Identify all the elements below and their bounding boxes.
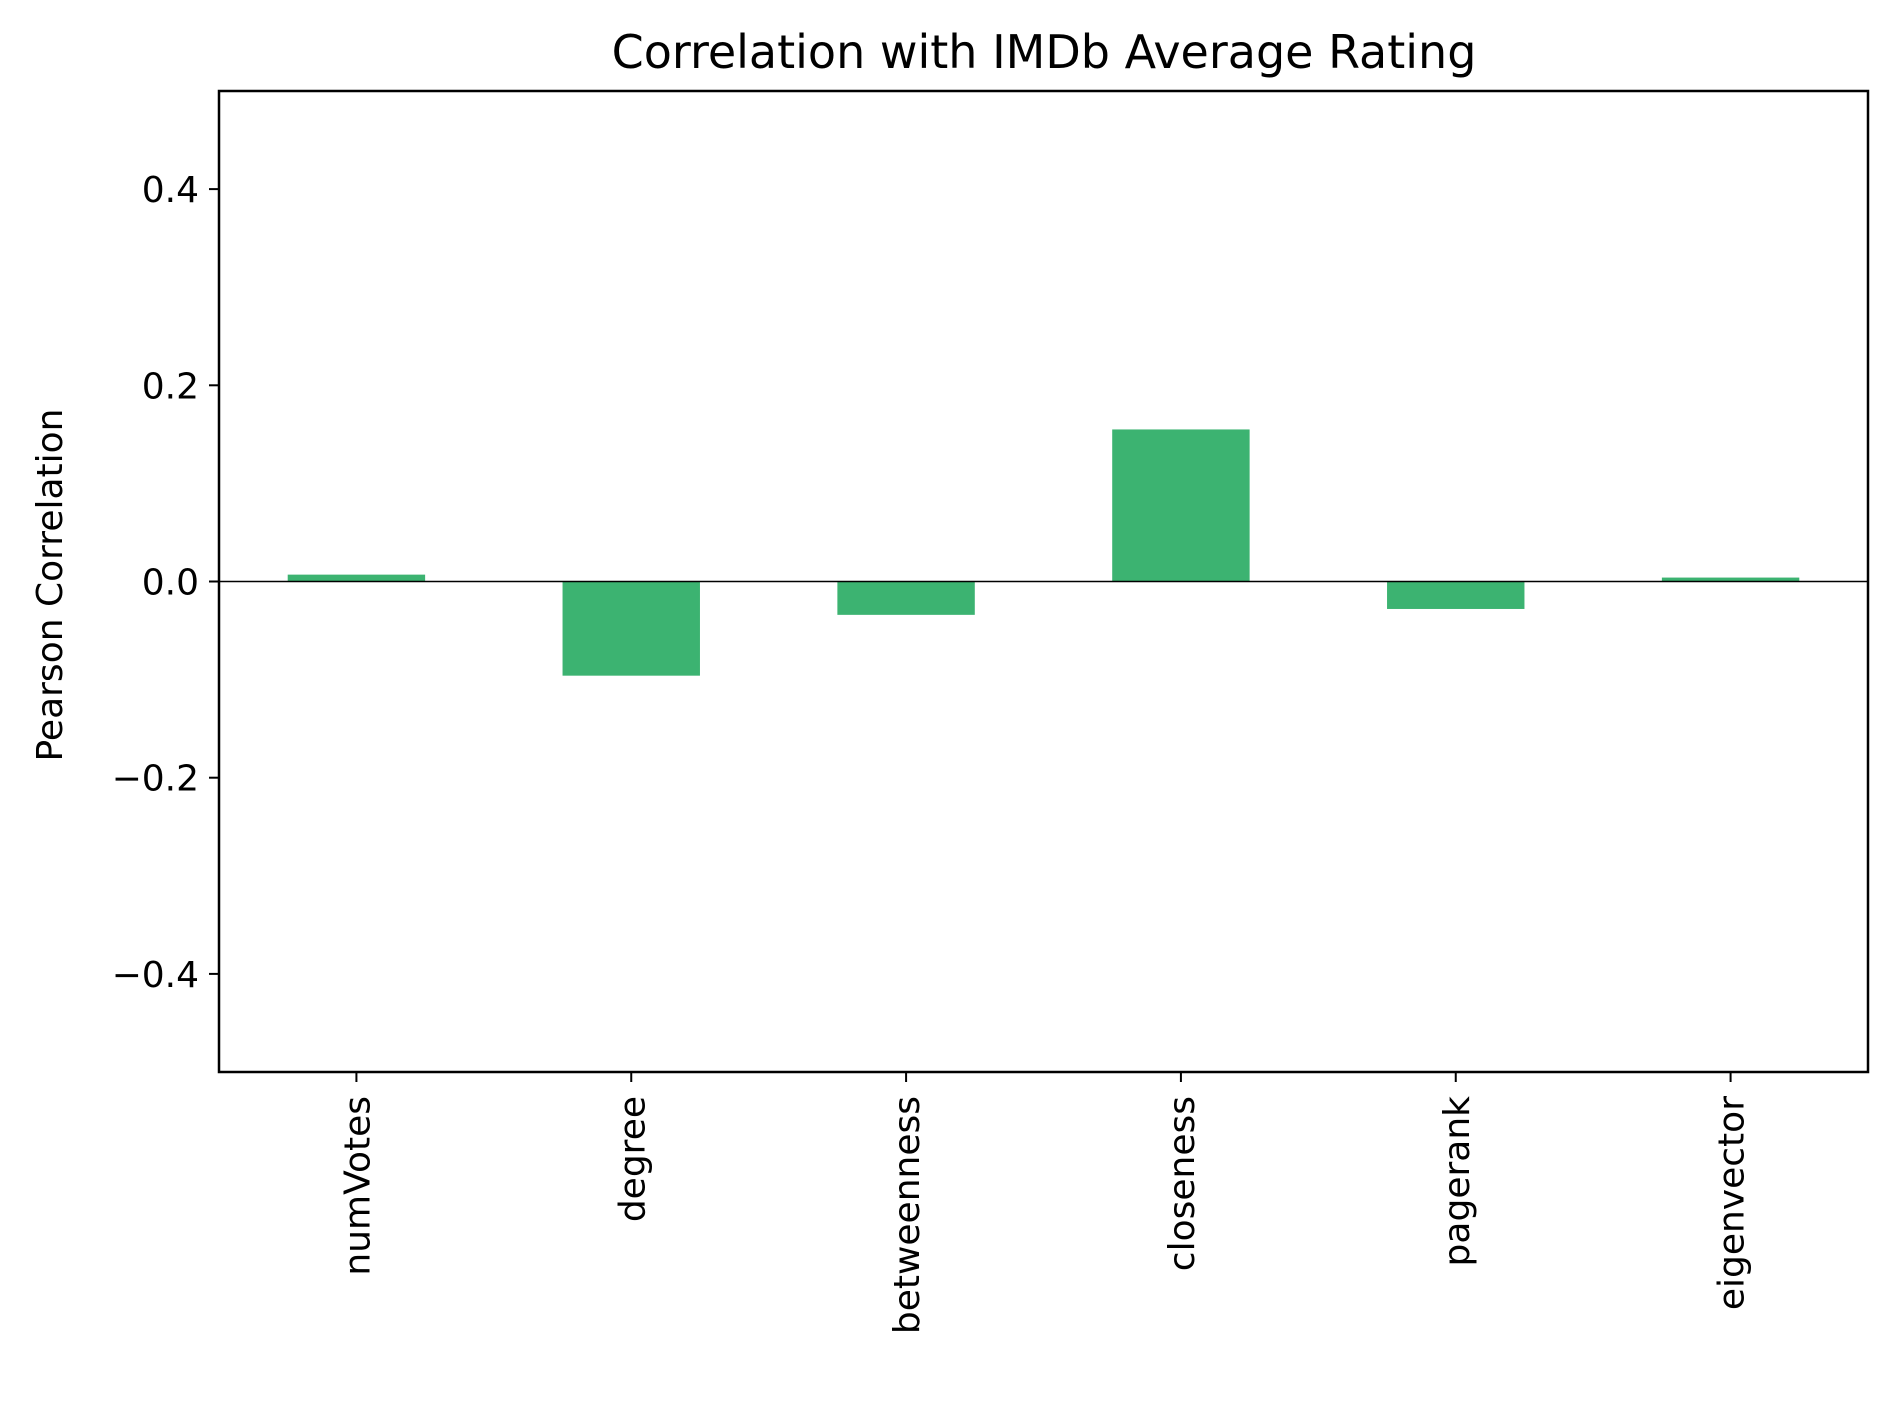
bar-pagerank: [1387, 581, 1525, 609]
bar-betweenness: [837, 581, 975, 615]
bar-eigenvector: [1661, 577, 1800, 582]
x-tick-label-closeness: closeness: [1162, 1096, 1203, 1271]
x-tick-label-betweenness: betweenness: [887, 1096, 928, 1334]
y-tick-label: −0.4: [112, 955, 199, 996]
x-tick-label-pagerank: pagerank: [1437, 1096, 1478, 1267]
bar-numVotes: [287, 574, 426, 582]
y-tick-label: 0.4: [142, 170, 199, 211]
y-axis-label: Pearson Correlation: [30, 409, 71, 762]
bars-layer: [287, 429, 1800, 676]
chart-title: Correlation with IMDb Average Rating: [612, 25, 1477, 79]
y-tick-label: −0.2: [112, 759, 199, 800]
y-tick-label: 0.2: [142, 366, 199, 407]
y-axis-ticks: −0.4 −0.2 0.0 0.2 0.4: [112, 170, 219, 996]
bar-closeness: [1112, 429, 1250, 582]
x-axis-ticks: numVotes degree betweenness closeness pagera…: [337, 1072, 1753, 1334]
x-tick-label-degree: degree: [612, 1096, 653, 1222]
x-tick-label-numVotes: numVotes: [337, 1096, 378, 1276]
plot-area-frame: [217, 89, 1870, 1074]
y-tick-label: 0.0: [142, 563, 199, 604]
x-tick-label-eigenvector: eigenvector: [1712, 1096, 1753, 1310]
bar-degree: [562, 581, 700, 676]
